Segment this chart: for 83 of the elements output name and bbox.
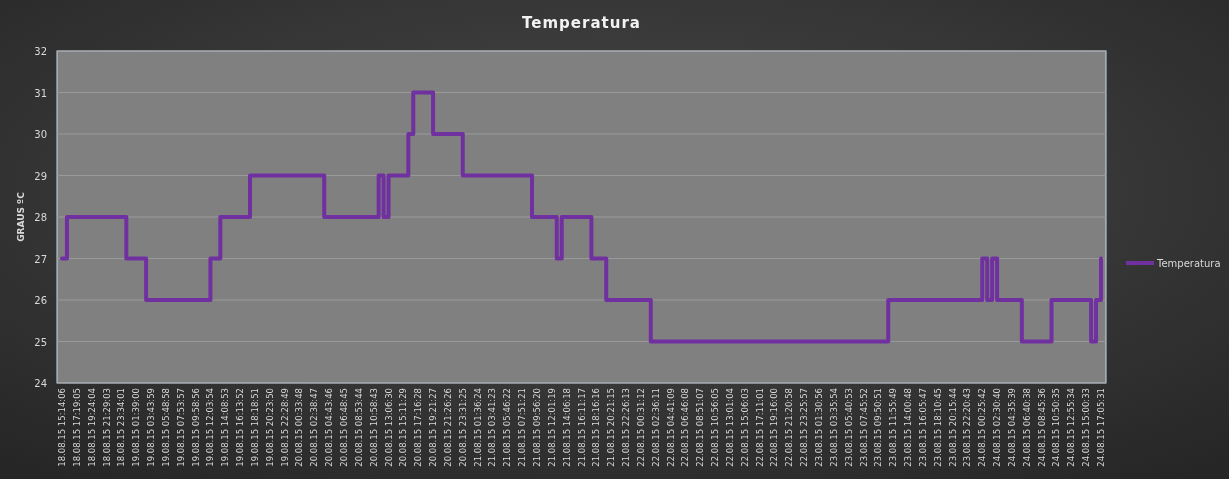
x-tick-label: 18.08.15 17:19:05 — [71, 388, 82, 467]
x-tick-label: 18.08.15 21:29:03 — [101, 388, 112, 467]
x-tick-label: 23.08.15 07:45:52 — [858, 388, 869, 467]
x-tick-label: 22.08.15 21:20:58 — [784, 388, 795, 467]
x-tick-label: 20.08.15 06:48:45 — [339, 388, 350, 467]
x-tick-label: 24.08.15 15:00:33 — [1081, 388, 1092, 467]
chart-title: Temperatura — [522, 14, 641, 32]
x-tick-label: 19.08.15 14:08:53 — [220, 388, 231, 467]
x-tick-label: 21.08.15 07:51:21 — [517, 388, 528, 467]
x-tick-label: 22.08.15 13:01:04 — [724, 388, 735, 467]
y-tick-label: 28 — [34, 212, 47, 223]
x-tick-label: 23.08.15 09:50:51 — [873, 388, 884, 467]
x-tick-label: 24.08.15 00:25:42 — [977, 388, 988, 467]
x-tick-label: 23.08.15 05:40:53 — [843, 388, 854, 467]
x-tick-label: 18.08.15 19:24:04 — [86, 388, 97, 467]
x-tick-label: 19.08.15 07:53:57 — [175, 388, 186, 467]
x-tick-label: 22.08.15 04:41:09 — [665, 388, 676, 467]
x-tick-label: 21.08.15 09:56:20 — [531, 388, 542, 467]
x-tick-label: 20.08.15 10:58:43 — [368, 388, 379, 467]
x-tick-label: 19.08.15 05:48:58 — [160, 388, 171, 467]
y-tick-label: 30 — [34, 129, 47, 140]
x-tick-label: 22.08.15 02:36:11 — [650, 388, 661, 467]
x-tick-label: 22.08.15 19:16:00 — [769, 388, 780, 467]
y-tick-label: 27 — [34, 253, 47, 265]
x-tick-label: 19.08.15 12:03:54 — [205, 388, 216, 467]
x-tick-label: 19.08.15 03:43:59 — [146, 388, 157, 467]
x-tick-label: 20.08.15 15:11:29 — [398, 388, 409, 467]
x-tick-label: 21.08.15 01:36:24 — [472, 388, 483, 467]
x-tick-label: 24.08.15 02:30:40 — [992, 388, 1003, 467]
y-tick-label: 29 — [34, 170, 47, 182]
y-tick-label: 26 — [34, 295, 47, 306]
y-axis-title: GRAUS ºC — [16, 191, 26, 242]
x-tick-label: 24.08.15 10:50:35 — [1051, 388, 1062, 467]
x-tick-label: 23.08.15 22:20:43 — [962, 388, 973, 467]
x-tick-label: 22.08.15 23:25:57 — [799, 388, 810, 467]
x-tick-label: 23.08.15 11:55:49 — [888, 388, 899, 467]
x-tick-label: 19.08.15 09:58:56 — [190, 388, 201, 467]
x-tick-label: 21.08.15 05:46:22 — [502, 388, 513, 467]
x-tick-label: 20.08.15 08:53:44 — [353, 388, 364, 467]
x-tick-label: 24.08.15 06:40:38 — [1021, 388, 1032, 467]
x-tick-label: 23.08.15 18:10:45 — [932, 388, 943, 467]
x-tick-label: 23.08.15 01:30:56 — [813, 388, 824, 467]
x-tick-label: 20.08.15 17:16:28 — [413, 388, 424, 467]
x-tick-label: 18.08.15 15:14:06 — [57, 388, 67, 467]
x-tick-label: 22.08.15 06:46:08 — [680, 388, 691, 467]
x-tick-label: 18.08.15 23:34:01 — [116, 388, 127, 467]
x-tick-label: 19.08.15 20:23:50 — [264, 388, 275, 467]
x-tick-label: 23.08.15 14:00:48 — [903, 388, 914, 467]
x-tick-label: 22.08.15 15:06:03 — [739, 388, 750, 467]
y-tick-label: 25 — [34, 336, 47, 348]
x-tick-label: 20.08.15 21:26:26 — [442, 388, 453, 467]
x-tick-label: 21.08.15 03:41:23 — [487, 388, 498, 467]
x-tick-label: 21.08.15 16:11:17 — [576, 388, 587, 467]
y-tick-label: 24 — [34, 378, 47, 389]
x-tick-label: 22.08.15 10:56:05 — [710, 388, 721, 467]
x-tick-label: 23.08.15 16:05:47 — [917, 388, 928, 467]
x-tick-label: 19.08.15 22:28:49 — [279, 388, 290, 467]
x-tick-label: 24.08.15 17:05:31 — [1096, 388, 1106, 467]
x-tick-label: 22.08.15 17:11:01 — [754, 388, 765, 467]
x-tick-label: 24.08.15 12:55:34 — [1066, 388, 1077, 467]
x-tick-label: 19.08.15 16:13:52 — [235, 388, 246, 467]
x-tick-label: 24.08.15 04:35:39 — [1006, 388, 1017, 467]
x-tick-label: 21.08.15 14:06:18 — [561, 388, 572, 467]
x-tick-label: 23.08.15 03:35:54 — [828, 388, 839, 467]
x-tick-label: 21.08.15 18:16:16 — [591, 388, 602, 467]
x-tick-label: 20.08.15 00:33:48 — [294, 388, 305, 467]
x-tick-label: 21.08.15 22:26:13 — [621, 388, 632, 467]
legend-label: Temperatura — [1156, 258, 1221, 269]
x-tick-label: 20.08.15 19:21:27 — [428, 388, 439, 467]
x-tick-label: 22.08.15 00:31:12 — [635, 388, 646, 467]
x-tick-label: 20.08.15 23:31:25 — [457, 388, 468, 467]
x-tick-label: 20.08.15 13:06:30 — [383, 388, 394, 467]
x-tick-label: 23.08.15 20:15:44 — [947, 388, 958, 467]
y-tick-label: 31 — [34, 87, 47, 99]
x-tick-label: 20.08.15 02:38:47 — [309, 388, 320, 467]
x-tick-label: 19.08.15 01:39:00 — [131, 388, 142, 467]
x-tick-label: 24.08.15 08:45:36 — [1036, 388, 1047, 467]
y-tick-label: 32 — [34, 46, 47, 57]
x-tick-label: 20.08.15 04:43:46 — [324, 388, 335, 467]
x-tick-label: 22.08.15 08:51:07 — [695, 388, 706, 467]
x-tick-label: 19.08.15 18:18:51 — [249, 388, 260, 467]
x-tick-label: 21.08.15 20:21:15 — [606, 388, 617, 467]
x-tick-label: 21.08.15 12:01:19 — [546, 388, 557, 467]
